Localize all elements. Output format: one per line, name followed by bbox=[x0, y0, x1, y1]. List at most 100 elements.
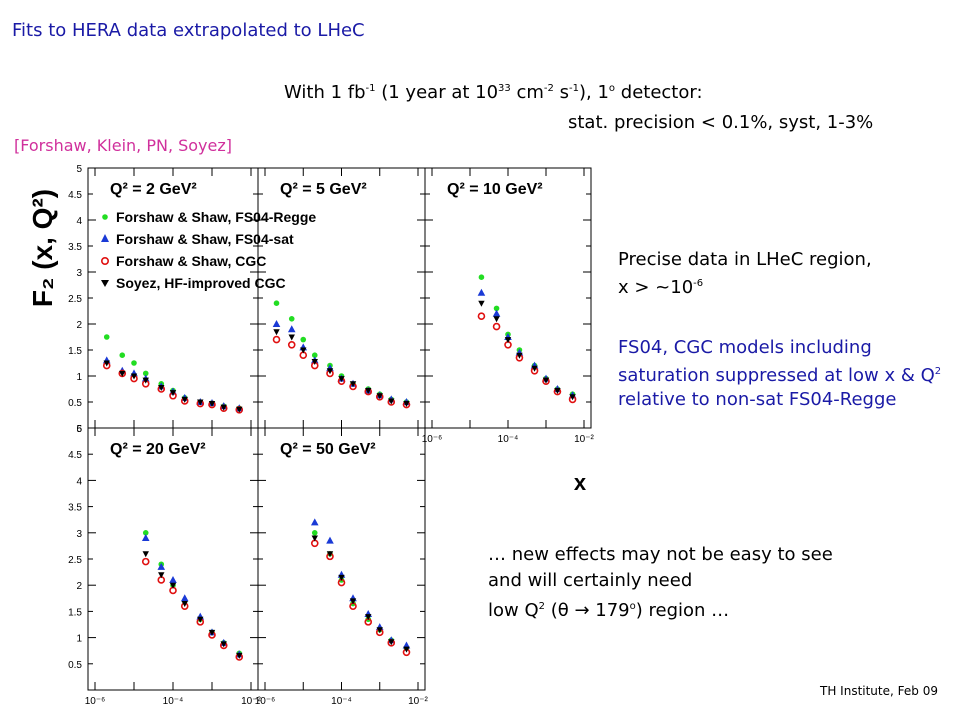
y-tick-label: 3 bbox=[76, 268, 82, 279]
data-point-soyez-cgc bbox=[169, 390, 177, 397]
panel-frame bbox=[87, 427, 259, 691]
note-precise-data: Precise data in LHeC region, x > ~10-6 bbox=[618, 249, 872, 298]
data-point-fs04-sat bbox=[272, 320, 281, 327]
y-tick-label: 2 bbox=[76, 581, 82, 592]
data-point-fs04-regge bbox=[131, 360, 137, 366]
legend-entry: Forshaw & Shaw, CGC bbox=[116, 253, 266, 269]
data-point-fs04-cgc bbox=[287, 341, 296, 349]
data-point-soyez-cgc bbox=[388, 639, 395, 646]
y-tick-label: 1.5 bbox=[68, 607, 82, 618]
panel-label: Q² = 20 GeV² bbox=[110, 441, 206, 458]
data-point-soyez-cgc bbox=[142, 377, 149, 384]
panel-frame bbox=[257, 167, 426, 429]
data-point-soyez-cgc bbox=[349, 381, 357, 388]
legend-entry: Forshaw & Shaw, FS04-sat bbox=[116, 231, 294, 247]
data-point-soyez-cgc bbox=[326, 551, 334, 558]
data-point-soyez-cgc bbox=[181, 601, 188, 608]
y-tick-label: 5 bbox=[76, 424, 82, 435]
data-point-fs04-cgc bbox=[272, 335, 281, 344]
data-point-fs04-sat bbox=[492, 309, 501, 317]
x-tick-label: 10⁻⁴ bbox=[163, 696, 184, 707]
data-point-soyez-cgc bbox=[236, 652, 243, 659]
data-point-fs04-regge bbox=[273, 300, 280, 306]
x-tick-label: 10⁻⁶ bbox=[255, 696, 276, 707]
data-point-fs04-regge bbox=[311, 352, 318, 358]
data-point-soyez-cgc bbox=[338, 376, 345, 383]
data-point-soyez-cgc bbox=[181, 396, 188, 403]
data-point-fs04-cgc bbox=[492, 322, 501, 331]
y-tick-label: 2 bbox=[76, 320, 82, 331]
data-point-soyez-cgc bbox=[338, 574, 345, 581]
y-tick-label: 1.5 bbox=[68, 346, 82, 357]
y-tick-label: 3.5 bbox=[68, 242, 82, 253]
data-point-soyez-cgc bbox=[531, 365, 538, 372]
data-point-soyez-cgc bbox=[197, 616, 204, 623]
data-point-soyez-cgc bbox=[569, 394, 576, 401]
data-point-soyez-cgc bbox=[403, 401, 410, 408]
data-point-soyez-cgc bbox=[142, 551, 149, 558]
slide-title: Fits to HERA data extrapolated to LHeC bbox=[12, 20, 365, 41]
y-tick-label: 2.5 bbox=[68, 555, 82, 566]
panel-label: Q² = 50 GeV² bbox=[280, 441, 376, 458]
data-point-soyez-cgc bbox=[208, 401, 216, 408]
data-point-soyez-cgc bbox=[220, 404, 227, 411]
data-point-soyez-cgc bbox=[130, 373, 138, 380]
y-tick-label: 4 bbox=[76, 216, 82, 227]
panel-label: Q² = 2 GeV² bbox=[110, 181, 197, 198]
data-point-fs04-sat bbox=[141, 534, 150, 542]
y-tick-label: 0.5 bbox=[68, 660, 82, 671]
x-tick-label: 10⁻² bbox=[408, 696, 428, 707]
data-point-soyez-cgc bbox=[158, 384, 165, 391]
data-point-soyez-cgc bbox=[376, 627, 383, 634]
data-point-fs04-regge bbox=[142, 530, 149, 536]
data-point-soyez-cgc bbox=[220, 641, 227, 648]
data-point-soyez-cgc bbox=[288, 334, 295, 341]
panel-frame bbox=[257, 427, 426, 691]
y-tick-label: 3 bbox=[76, 529, 82, 540]
data-point-soyez-cgc bbox=[349, 598, 357, 605]
data-point-soyez-cgc bbox=[236, 406, 243, 413]
data-point-soyez-cgc bbox=[119, 370, 126, 377]
legend-entry: Soyez, HF-improved CGC bbox=[116, 275, 286, 291]
y-tick-label: 5 bbox=[76, 164, 82, 175]
data-point-soyez-cgc bbox=[208, 629, 216, 636]
y-tick-label: 0.5 bbox=[68, 398, 82, 409]
data-point-fs04-sat bbox=[169, 575, 177, 583]
x-tick-label: 10⁻⁶ bbox=[85, 696, 106, 707]
y-tick-label: 4 bbox=[76, 476, 82, 487]
panel-frame bbox=[424, 167, 592, 429]
data-point-fs04-regge bbox=[103, 334, 110, 340]
data-point-soyez-cgc bbox=[403, 646, 410, 653]
luminosity-line-1: With 1 fb-1 (1 year at 1033 cm-2 s-1), 1… bbox=[284, 82, 703, 103]
reference-authors: [Forshaw, Klein, PN, Soyez] bbox=[14, 136, 233, 155]
data-point-soyez-cgc bbox=[365, 388, 372, 395]
data-point-soyez-cgc bbox=[516, 352, 523, 359]
data-point-soyez-cgc bbox=[300, 347, 307, 354]
x-tick-label: 10⁻² bbox=[241, 696, 261, 707]
data-point-soyez-cgc bbox=[478, 300, 485, 307]
data-point-fs04-sat bbox=[180, 594, 189, 602]
data-point-fs04-sat bbox=[287, 325, 296, 333]
data-point-soyez-cgc bbox=[158, 572, 165, 579]
x-tick-label: 10⁻⁴ bbox=[331, 696, 352, 707]
data-point-fs04-sat bbox=[310, 518, 319, 526]
data-point-soyez-cgc bbox=[311, 535, 318, 542]
data-point-fs04-cgc bbox=[141, 557, 150, 566]
footer-credit: TH Institute, Feb 09 bbox=[820, 684, 938, 698]
y-axis-title: F₂ (x, Q²) bbox=[27, 189, 58, 307]
y-tick-label: 4.5 bbox=[68, 190, 82, 201]
data-point-soyez-cgc bbox=[311, 358, 318, 365]
y-tick-label: 6 bbox=[76, 424, 82, 435]
legend-marker bbox=[101, 257, 110, 266]
data-point-fs04-regge bbox=[288, 316, 295, 322]
data-point-fs04-regge bbox=[311, 530, 318, 536]
data-point-soyez-cgc bbox=[169, 582, 177, 589]
note-new-effects: … new effects may not be easy to see and… bbox=[488, 544, 833, 621]
luminosity-line-2: stat. precision < 0.1%, syst, 1-3% bbox=[568, 112, 874, 133]
legend-entry: Forshaw & Shaw, FS04-Regge bbox=[116, 209, 316, 225]
data-point-fs04-regge bbox=[478, 274, 485, 280]
legend-marker bbox=[101, 234, 109, 242]
data-point-fs04-regge bbox=[493, 305, 500, 312]
data-point-fs04-regge bbox=[300, 336, 307, 343]
legend-marker bbox=[102, 214, 108, 220]
